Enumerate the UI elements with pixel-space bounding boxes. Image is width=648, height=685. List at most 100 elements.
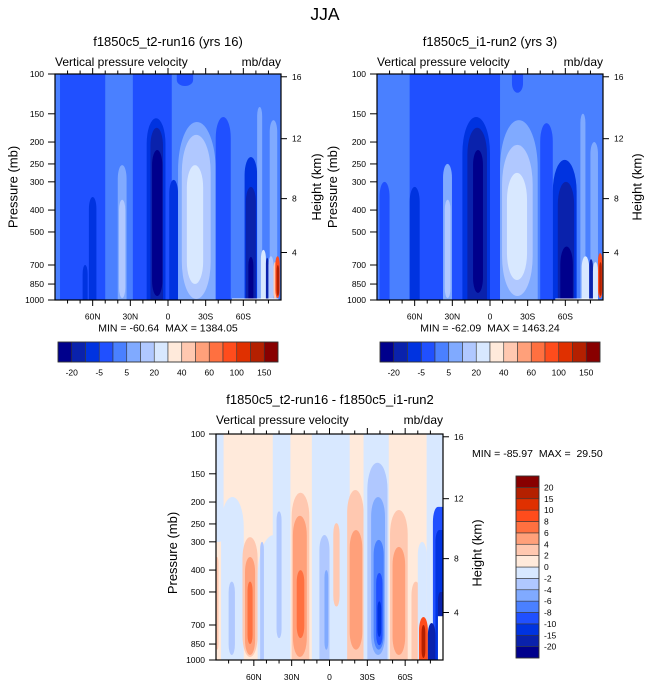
colorbar-label: -2	[544, 573, 552, 583]
contour-region	[215, 117, 231, 300]
colorbar-box	[407, 341, 422, 363]
colorbar-box	[515, 646, 540, 659]
x-tick-label: 30S	[198, 312, 213, 322]
y2-tick-label: 16	[614, 72, 624, 82]
contour-region	[248, 256, 254, 300]
colorbar-box	[434, 341, 450, 363]
contour-region	[590, 142, 598, 300]
contour-region	[228, 581, 235, 655]
contour-region	[268, 256, 274, 300]
y-tick-label: 100	[191, 429, 205, 439]
units-label: mb/day	[564, 55, 603, 69]
contour-region	[265, 257, 269, 300]
contour-region	[186, 165, 204, 285]
colorbar-box	[126, 341, 141, 363]
panel-top-right: f1850c5_i1-run2 (yrs 3) Vertical pressur…	[325, 34, 645, 378]
y-tick-label: 850	[191, 639, 205, 649]
y-tick-label: 150	[191, 469, 205, 479]
x-tick-label: 0	[488, 312, 493, 322]
colorbar-label: -10	[544, 619, 557, 629]
y-axis-title: Pressure (mb)	[325, 146, 340, 228]
y-tick-label: 500	[191, 587, 205, 597]
contour-region	[589, 259, 593, 300]
panel-title: f1850c5_t2-run16 - f1850c5_i1-run2	[226, 392, 433, 407]
colorbar-box	[515, 509, 540, 522]
contour-region	[427, 623, 436, 660]
y-tick-label: 200	[30, 137, 44, 147]
x-tick-label: 60S	[236, 312, 251, 322]
y-tick-label: 150	[352, 109, 366, 119]
missing-data-region	[555, 298, 598, 300]
y-tick-label: 250	[352, 159, 366, 169]
y-tick-label: 700	[352, 260, 366, 270]
contour-plot: 60N 30N 0 30S 60S 100 150 200 250 300 400 500 700 850…	[25, 68, 302, 322]
colorbar-label: 60	[527, 368, 537, 378]
contour-region	[88, 196, 97, 300]
colorbar-box	[515, 521, 540, 534]
y-tick-label: 700	[30, 260, 44, 270]
colorbar-label: 100	[230, 368, 244, 378]
colorbar-box	[71, 341, 86, 363]
colorbar-box	[515, 532, 540, 545]
colorbar-box	[515, 498, 540, 511]
contour-region	[216, 556, 219, 650]
panel-title: f1850c5_t2-run16 (yrs 16)	[93, 34, 243, 49]
colorbar: -20 -5 5 20 40 60 100 150	[57, 341, 279, 378]
y2-tick-label: 12	[614, 134, 624, 144]
y2-axis-title: Height (km)	[630, 153, 645, 220]
y-tick-label: 200	[352, 137, 366, 147]
panel-title: f1850c5_i1-run2 (yrs 3)	[423, 34, 557, 49]
y-tick-label: 100	[30, 69, 44, 79]
contour-region	[581, 256, 590, 300]
colorbar-box	[515, 578, 540, 591]
contour-plot: 60N 30N 0 30S 60S 100 150 200 250 300 400 500 700 850…	[347, 68, 624, 322]
contour-region	[221, 497, 244, 660]
contour-region	[257, 107, 263, 300]
contour-region	[599, 262, 602, 296]
min-max-stats: MIN = -85.97 MAX = 29.50	[472, 448, 603, 460]
colorbar-label: 150	[257, 368, 271, 378]
contour-region	[377, 601, 382, 637]
y2-tick-label: 16	[454, 432, 464, 442]
y-tick-label: 400	[352, 205, 366, 215]
colorbar-box	[515, 612, 540, 625]
contour-region	[216, 434, 224, 542]
contour-region	[506, 172, 528, 281]
colorbar-box	[112, 341, 128, 363]
colorbar-box	[515, 634, 540, 647]
colorbar-box	[222, 341, 238, 363]
contour-region	[152, 150, 163, 296]
panel-difference: f1850c5_t2-run16 - f1850c5_i1-run2 Verti…	[165, 392, 603, 682]
units-label: mb/day	[242, 55, 281, 69]
colorbar-box	[517, 341, 532, 363]
y2-tick-label: 12	[454, 494, 464, 504]
colorbar-box	[515, 555, 540, 568]
contour-field	[216, 434, 443, 660]
colorbar-box	[167, 341, 183, 363]
y2-axis-title: Height (km)	[309, 153, 324, 220]
y2-axis-title: Height (km)	[470, 519, 485, 586]
x-tick-label: 30N	[445, 312, 461, 322]
contour-region	[82, 264, 88, 300]
colorbar-label: 6	[544, 528, 549, 538]
colorbar-label: 0	[544, 562, 549, 572]
y-tick-label: 1000	[25, 295, 44, 305]
colorbar-box	[515, 487, 540, 500]
colorbar-frame	[57, 341, 279, 363]
contour-region	[276, 511, 282, 639]
y-axis-title: Pressure (mb)	[165, 512, 180, 594]
colorbar-box	[515, 543, 540, 556]
contour-plot: 60N 30N 0 30S 60S 100 150 200 250 300 400 500 700 850…	[186, 428, 464, 682]
x-tick-label: 60S	[398, 672, 413, 682]
contour-region	[409, 186, 420, 300]
x-tick-label: 30N	[123, 312, 139, 322]
colorbar-frame	[515, 475, 540, 659]
colorbar-frame	[379, 341, 601, 363]
colorbar-box	[489, 341, 505, 363]
colorbar-box	[515, 566, 540, 579]
y2-tick-label: 8	[292, 194, 297, 204]
colorbar-label: -5	[95, 368, 103, 378]
contour-region	[580, 113, 586, 300]
colorbar-label: 60	[205, 368, 215, 378]
